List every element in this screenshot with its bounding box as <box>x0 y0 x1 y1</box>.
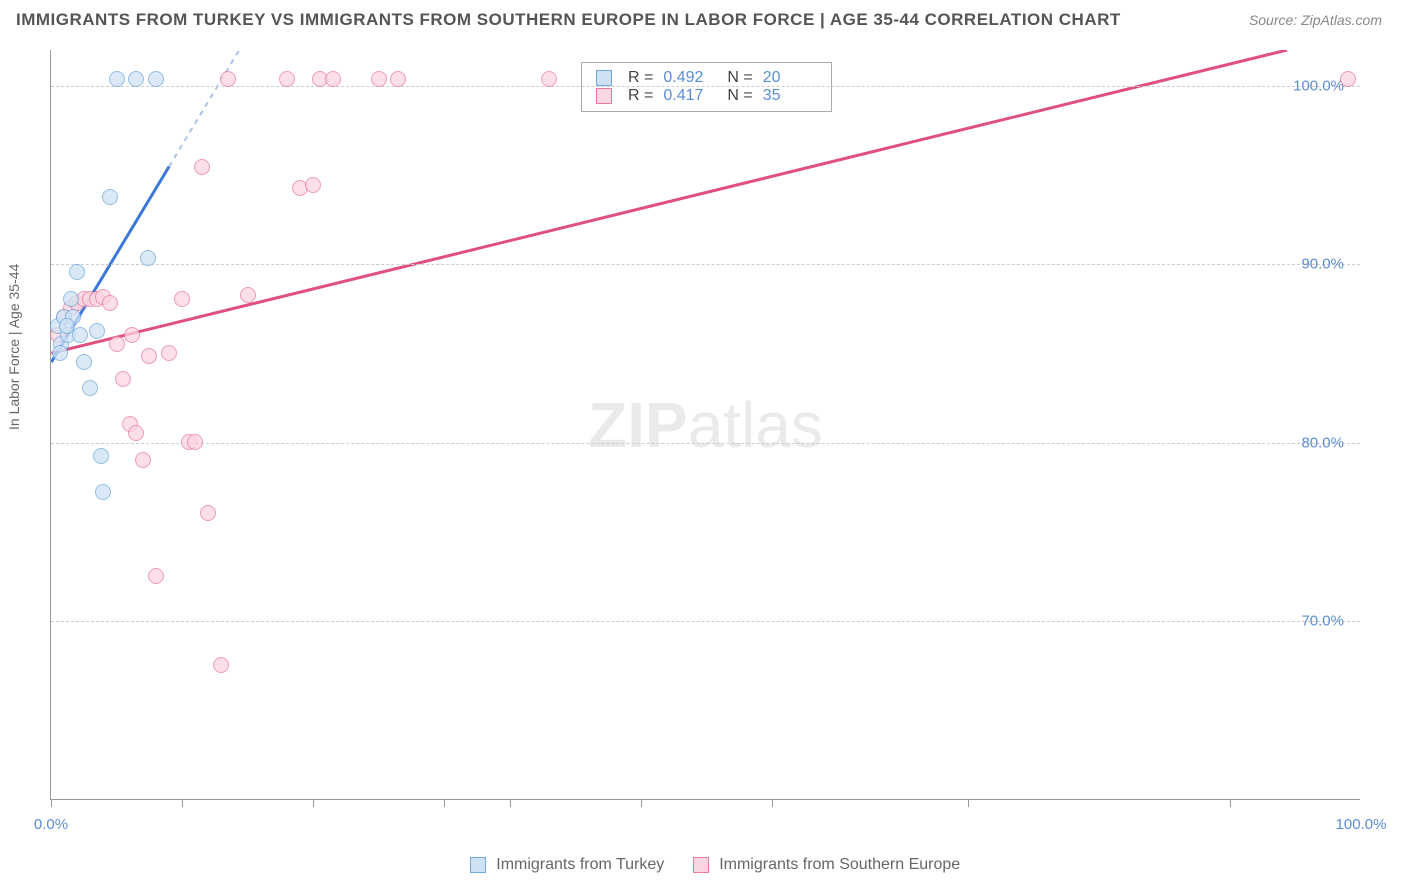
grid-line <box>51 264 1360 265</box>
data-point-se <box>1340 71 1356 87</box>
legend-swatch-turkey <box>470 857 486 873</box>
watermark: ZIPatlas <box>588 388 823 462</box>
data-point-turkey <box>140 250 156 266</box>
y-tick-label: 80.0% <box>1301 434 1344 451</box>
data-point-turkey <box>93 448 109 464</box>
data-point-se <box>148 568 164 584</box>
stats-row-turkey: R = 0.492 N = 20 <box>596 69 817 87</box>
x-tick-label: 0.0% <box>34 816 68 833</box>
data-point-turkey <box>109 71 125 87</box>
r-value-se: 0.417 <box>663 87 717 105</box>
data-point-turkey <box>148 71 164 87</box>
y-tick-label: 90.0% <box>1301 256 1344 273</box>
grid-line <box>51 86 1360 87</box>
data-point-se <box>128 425 144 441</box>
x-tick <box>444 799 445 807</box>
r-label: R = <box>628 69 653 87</box>
data-point-se <box>541 71 557 87</box>
grid-line <box>51 621 1360 622</box>
swatch-turkey <box>596 70 612 86</box>
data-point-se <box>220 71 236 87</box>
data-point-se <box>115 371 131 387</box>
x-tick <box>1230 799 1231 807</box>
data-point-se <box>124 327 140 343</box>
n-value-turkey: 20 <box>763 69 817 87</box>
grid-line <box>51 443 1360 444</box>
n-value-se: 35 <box>763 87 817 105</box>
stats-row-se: R = 0.417 N = 35 <box>596 87 817 105</box>
chart-container: IMMIGRANTS FROM TURKEY VS IMMIGRANTS FRO… <box>0 0 1406 892</box>
source-attribution: Source: ZipAtlas.com <box>1249 12 1382 28</box>
trend-lines-layer <box>51 50 1360 799</box>
legend-label-turkey: Immigrants from Turkey <box>496 856 664 873</box>
chart-title: IMMIGRANTS FROM TURKEY VS IMMIGRANTS FRO… <box>16 10 1121 30</box>
x-tick <box>51 799 52 807</box>
data-point-turkey <box>59 318 75 334</box>
data-point-turkey <box>52 345 68 361</box>
watermark-light: atlas <box>688 389 823 461</box>
data-point-turkey <box>102 189 118 205</box>
data-point-se <box>371 71 387 87</box>
n-label: N = <box>727 87 752 105</box>
legend-swatch-se <box>693 857 709 873</box>
y-tick-label: 70.0% <box>1301 613 1344 630</box>
x-tick <box>641 799 642 807</box>
x-tick <box>968 799 969 807</box>
swatch-se <box>596 88 612 104</box>
x-tick <box>510 799 511 807</box>
data-point-se <box>102 295 118 311</box>
data-point-se <box>200 505 216 521</box>
y-axis-label: In Labor Force | Age 35-44 <box>6 264 22 430</box>
x-tick <box>772 799 773 807</box>
data-point-turkey <box>63 291 79 307</box>
data-point-se <box>325 71 341 87</box>
data-point-turkey <box>69 264 85 280</box>
data-point-se <box>141 348 157 364</box>
x-tick-label: 100.0% <box>1336 816 1387 833</box>
data-point-se <box>390 71 406 87</box>
stats-legend-box: R = 0.492 N = 20 R = 0.417 N = 35 <box>581 62 832 112</box>
data-point-se <box>135 452 151 468</box>
data-point-turkey <box>72 327 88 343</box>
bottom-legend: Immigrants from Turkey Immigrants from S… <box>0 856 1406 874</box>
n-label: N = <box>727 69 752 87</box>
legend-label-se: Immigrants from Southern Europe <box>719 856 960 873</box>
data-point-se <box>279 71 295 87</box>
data-point-se <box>240 287 256 303</box>
data-point-se <box>109 336 125 352</box>
plot-area: ZIPatlas R = 0.492 N = 20 R = 0.417 N = … <box>50 50 1360 800</box>
data-point-turkey <box>76 354 92 370</box>
r-value-turkey: 0.492 <box>663 69 717 87</box>
data-point-turkey <box>82 380 98 396</box>
data-point-se <box>174 291 190 307</box>
watermark-bold: ZIP <box>588 389 688 461</box>
y-tick-label: 100.0% <box>1293 77 1344 94</box>
data-point-se <box>305 177 321 193</box>
r-label: R = <box>628 87 653 105</box>
data-point-se <box>187 434 203 450</box>
data-point-turkey <box>89 323 105 339</box>
x-tick <box>182 799 183 807</box>
data-point-turkey <box>128 71 144 87</box>
data-point-turkey <box>95 484 111 500</box>
x-tick <box>313 799 314 807</box>
data-point-se <box>213 657 229 673</box>
data-point-se <box>161 345 177 361</box>
data-point-se <box>194 159 210 175</box>
